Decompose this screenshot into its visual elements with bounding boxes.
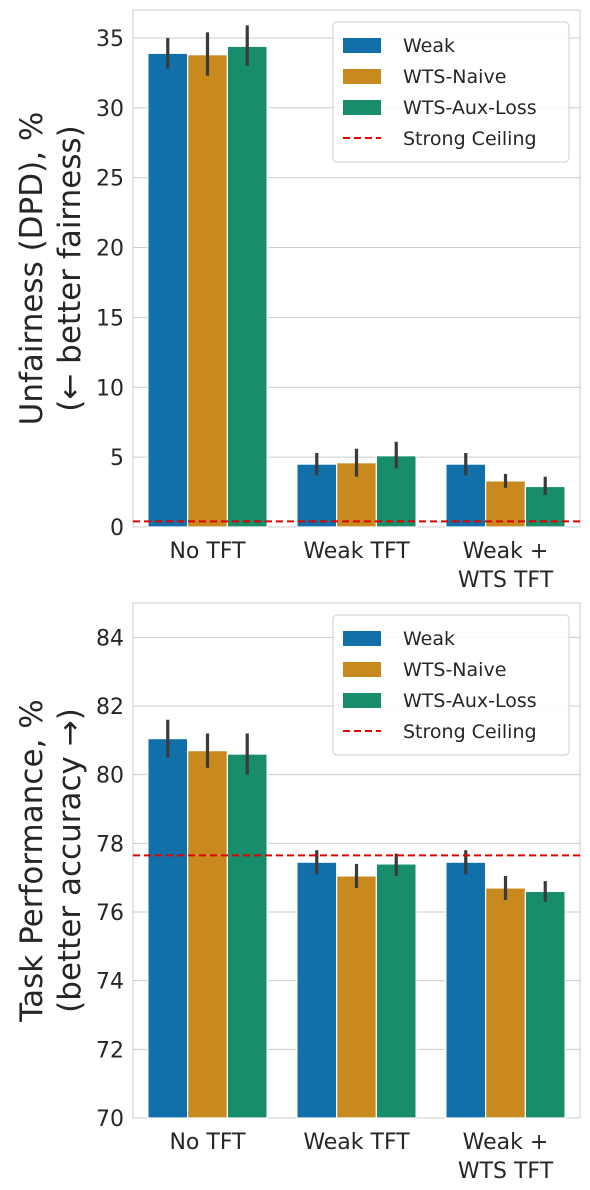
y-tick-label: 5 [110, 446, 124, 471]
bar [187, 750, 228, 1119]
legend: Weak WTS-Naive WTS-Aux-Loss Strong Ceiling [332, 21, 570, 163]
legend-swatch [343, 662, 381, 677]
y-tick-label: 74 [96, 970, 124, 995]
legend-swatch [343, 69, 381, 84]
legend-frame [332, 21, 570, 163]
legend-swatch [343, 631, 381, 646]
y-tick-label: 82 [96, 695, 124, 720]
legend-label: WTS-Naive [403, 659, 506, 681]
y-tick-label: 76 [96, 901, 124, 926]
x-tick-label: WTS TFT [458, 568, 554, 593]
y-tick-label: 72 [96, 1038, 124, 1063]
y-tick-label: 80 [96, 764, 124, 789]
y-tick-label: 10 [96, 376, 124, 401]
bar [187, 54, 228, 528]
legend-swatch [343, 693, 381, 708]
legend-swatch [343, 38, 381, 53]
bar [485, 887, 526, 1119]
bar [336, 875, 377, 1119]
y-axis-label-secondary: (better accuracy →) [52, 708, 88, 1013]
legend-label: WTS-Naive [403, 66, 506, 88]
legend-label: Weak [403, 35, 455, 57]
x-tick-label: Weak TFT [303, 1130, 410, 1155]
y-tick-label: 70 [96, 1107, 124, 1132]
bar [375, 863, 417, 1119]
y-tick-label: 30 [96, 97, 124, 122]
bar [226, 45, 268, 528]
y-tick-label: 35 [96, 27, 124, 52]
y-tick-label: 20 [96, 237, 124, 262]
y-tick-label: 84 [96, 626, 124, 651]
x-tick-label: WTS TFT [458, 1159, 554, 1184]
y-tick-label: 25 [96, 167, 124, 192]
y-axis-label: Unfairness (DPD), % [14, 112, 50, 426]
legend-swatch [343, 100, 381, 115]
bar [226, 753, 268, 1119]
bar [296, 861, 338, 1119]
y-tick-label: 0 [110, 516, 124, 541]
x-tick-label: Weak + [463, 539, 549, 564]
x-tick-label: Weak + [463, 1130, 549, 1155]
y-axis-label: Task Performance, % [14, 699, 50, 1022]
x-tick-label: No TFT [169, 1130, 246, 1155]
bar [445, 861, 487, 1119]
bar [485, 480, 526, 528]
bar [147, 738, 189, 1119]
y-tick-label: 15 [96, 306, 124, 331]
bar [147, 52, 189, 528]
task-performance-chart: 70 72 74 76 78 80 82 84 No TFT Weak TFT Weak + WTS … [14, 602, 581, 1184]
bar [524, 890, 566, 1119]
legend-label: WTS-Aux-Loss [403, 97, 537, 119]
legend-label: Strong Ceiling [403, 721, 537, 743]
legend-label: WTS-Aux-Loss [403, 690, 537, 712]
y-axis-label-secondary: (← better fairness) [52, 125, 88, 412]
legend-label: Weak [403, 628, 455, 650]
x-tick-label: Weak TFT [303, 539, 410, 564]
x-tick-label: No TFT [169, 539, 246, 564]
unfairness-chart: 0 5 10 15 20 25 30 35 No TFT Weak TFT Weak + WTS TF… [14, 9, 581, 593]
legend-label: Strong Ceiling [403, 128, 537, 150]
legend: Weak WTS-Naive WTS-Aux-Loss Strong Ceiling [332, 614, 570, 756]
legend-frame [332, 614, 570, 756]
y-tick-label: 78 [96, 832, 124, 857]
